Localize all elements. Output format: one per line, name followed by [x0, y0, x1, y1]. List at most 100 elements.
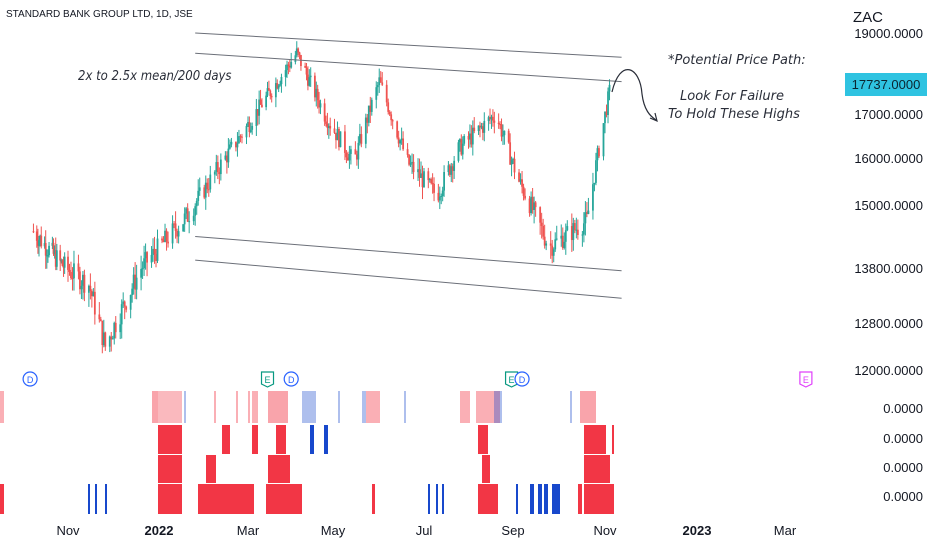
- dividend-marker-icon[interactable]: D: [283, 371, 299, 387]
- indicator-bar: [0, 391, 4, 423]
- candle-body: [391, 120, 394, 122]
- indicator-bar: [372, 484, 375, 514]
- candle-body: [437, 192, 440, 201]
- projected-path-arrow: [611, 69, 657, 121]
- candle-body: [98, 314, 101, 320]
- candle-body: [487, 117, 490, 121]
- candle-body: [399, 140, 402, 144]
- indicator-bar: [544, 484, 548, 514]
- candle-body: [288, 65, 291, 68]
- candle-body: [290, 62, 293, 68]
- candle-body: [203, 187, 206, 198]
- candle-body: [489, 117, 491, 120]
- indicator-bar: [214, 391, 216, 423]
- candle-body: [360, 134, 363, 144]
- candle-body: [319, 103, 322, 108]
- candle-body: [177, 231, 180, 237]
- candle-body: [561, 235, 564, 248]
- candle-body: [499, 124, 501, 126]
- candle-body: [294, 55, 297, 63]
- candle-body: [146, 252, 148, 263]
- candle-body: [581, 234, 584, 236]
- candle-body: [528, 198, 531, 214]
- candle-body: [551, 245, 554, 256]
- candle-body: [227, 148, 230, 163]
- earnings-marker-icon[interactable]: E: [799, 371, 813, 388]
- candle-body: [225, 155, 228, 163]
- channel-line-lower[interactable]: [195, 236, 622, 272]
- candle-body: [418, 169, 421, 178]
- candle-body: [241, 136, 243, 138]
- candle-body: [270, 96, 273, 98]
- candle-body: [453, 160, 456, 171]
- candle-body: [502, 135, 504, 137]
- candle-body: [215, 162, 218, 172]
- candle-body: [438, 196, 441, 201]
- candle-body: [318, 100, 320, 108]
- price-tick-label: 12000.0000: [854, 363, 923, 378]
- candle-body: [367, 105, 370, 123]
- candle-body: [93, 291, 96, 315]
- earnings-marker-icon[interactable]: E: [504, 371, 519, 388]
- candle-body: [238, 136, 240, 144]
- candle-body: [256, 109, 259, 116]
- candle-body: [366, 117, 369, 123]
- candle-body: [540, 222, 543, 226]
- candle-body: [45, 255, 48, 257]
- candle-body: [155, 253, 157, 261]
- channel-line-upper[interactable]: [195, 52, 622, 83]
- candle-body: [522, 186, 525, 196]
- candle-body: [134, 274, 137, 290]
- candle-body: [327, 125, 330, 129]
- candle-body: [586, 212, 588, 214]
- indicator-bar: [248, 391, 250, 423]
- time-tick-label: Mar: [774, 523, 797, 538]
- channel-line-lower[interactable]: [195, 259, 622, 299]
- candle-body: [555, 238, 558, 240]
- candle-body: [338, 128, 340, 148]
- indicator-value-label: 0.0000: [883, 401, 923, 416]
- candle-body: [593, 182, 596, 185]
- candle-body: [457, 142, 460, 161]
- candle-body: [235, 141, 237, 148]
- last-price-badge: 17737.0000: [845, 73, 927, 96]
- indicator-bar: [95, 484, 97, 514]
- time-axis: Nov 2022 Mar May Jul Sep Nov 2023 Mar: [56, 523, 796, 538]
- indicator-value-label: 0.0000: [883, 431, 923, 446]
- candle-body: [248, 122, 251, 133]
- indicator-bar: [222, 425, 230, 454]
- candle-body: [524, 195, 526, 199]
- candle-body: [534, 202, 537, 208]
- candle-body: [258, 99, 261, 116]
- indicator-bar: [612, 425, 614, 454]
- candle-body: [114, 322, 117, 333]
- indicator-bar: [570, 391, 572, 423]
- currency-label: ZAC: [853, 9, 883, 26]
- candle-body: [564, 230, 567, 242]
- indicator-bar: [476, 391, 500, 423]
- candle-body: [174, 223, 177, 231]
- candle-body: [463, 136, 466, 144]
- marker-label: E: [509, 375, 515, 385]
- candle-body: [572, 223, 575, 241]
- candle-body: [249, 129, 252, 133]
- candle-body: [265, 95, 268, 108]
- indicator-bar: [302, 391, 316, 423]
- candle-body: [92, 291, 95, 297]
- channel-line-upper[interactable]: [195, 32, 622, 58]
- candle-body: [554, 239, 557, 250]
- dividend-marker-icon[interactable]: D: [514, 371, 530, 387]
- candle-body: [266, 88, 269, 96]
- earnings-marker-icon[interactable]: E: [260, 371, 275, 388]
- candle-body: [471, 127, 474, 145]
- price-tick-label: 12800.0000: [854, 316, 923, 331]
- candle-body: [545, 243, 548, 246]
- candle-body: [576, 229, 579, 235]
- candle-body: [350, 149, 352, 154]
- marker-label: E: [265, 375, 271, 385]
- dividend-marker-icon[interactable]: D: [22, 371, 38, 387]
- indicator-bar: [236, 391, 238, 423]
- candle-body: [48, 245, 50, 256]
